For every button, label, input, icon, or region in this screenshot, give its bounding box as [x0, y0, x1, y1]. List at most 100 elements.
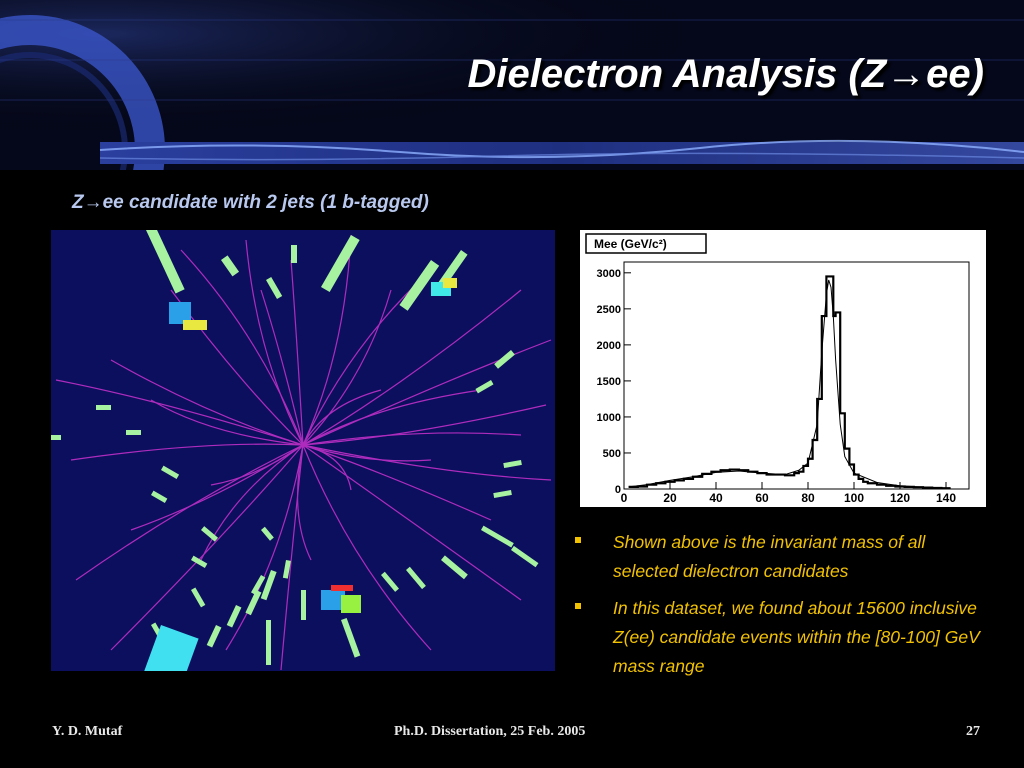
- particle-track: [302, 444, 552, 481]
- note-item: Shown above is the invariant mass of all…: [575, 528, 995, 586]
- histogram-label: Mee (GeV/c²): [594, 237, 667, 251]
- particle-track: [210, 444, 304, 486]
- bullet-icon: [575, 603, 581, 609]
- slide-subtitle: Z→ee candidate with 2 jets (1 b-tagged): [72, 192, 429, 213]
- particle-track: [302, 389, 482, 446]
- particle-track: [302, 432, 522, 446]
- x-tick-label: 20: [663, 491, 677, 505]
- jet-cluster: [321, 590, 345, 610]
- particle-track: [302, 339, 552, 446]
- particle-track: [302, 444, 522, 601]
- calorimeter-tower: [301, 590, 306, 620]
- jet-cluster: [169, 302, 191, 324]
- particle-track: [260, 289, 304, 446]
- calorimeter-tower: [145, 230, 185, 294]
- calorimeter-tower: [126, 430, 141, 435]
- calorimeter-tower: [440, 555, 468, 580]
- calorimeter-tower: [399, 260, 440, 311]
- calorimeter-tower: [282, 560, 291, 579]
- note-item: In this dataset, we found about 15600 in…: [575, 594, 995, 681]
- particle-track: [290, 259, 304, 446]
- y-tick-label: 2000: [597, 340, 621, 352]
- jet-cluster: [443, 278, 457, 288]
- calorimeter-tower: [221, 255, 240, 277]
- y-tick-label: 3000: [597, 268, 621, 280]
- particle-track: [302, 389, 382, 446]
- footer-page-number: 27: [966, 724, 980, 739]
- calorimeter-tower: [151, 490, 168, 503]
- invariant-mass-histogram: Mee (GeV/c²) 0 20 40 60 80 100 120 140 0 500 1000 1…: [580, 230, 986, 507]
- calorimeter-tower: [200, 526, 219, 542]
- jet-cluster: [341, 595, 361, 613]
- calorimeter-tower: [261, 526, 274, 541]
- calorimeter-tower: [226, 605, 242, 628]
- particle-track: [180, 249, 304, 446]
- calorimeter-tower: [511, 545, 539, 568]
- x-tick-label: 140: [936, 491, 956, 505]
- particle-track: [302, 444, 432, 462]
- particle-track: [302, 289, 392, 446]
- calorimeter-tower: [191, 555, 208, 568]
- particle-track: [75, 444, 304, 581]
- particle-track: [150, 399, 304, 446]
- particle-track: [245, 239, 304, 446]
- jet-cluster: [183, 320, 207, 330]
- calorimeter-tower: [245, 590, 262, 616]
- calorimeter-tower: [406, 566, 426, 590]
- slide-title: Dielectron Analysis (Z→ee): [467, 52, 984, 96]
- particle-track: [280, 444, 304, 671]
- calorimeter-tower: [381, 571, 399, 592]
- bullet-notes: Shown above is the invariant mass of all…: [575, 528, 995, 689]
- particle-track: [55, 379, 304, 446]
- calorimeter-tower: [341, 617, 361, 658]
- histogram-series: [628, 275, 951, 490]
- bullet-icon: [575, 537, 581, 543]
- x-tick-label: 80: [801, 491, 815, 505]
- y-tick-label: 1000: [597, 412, 621, 424]
- x-tick-label: 40: [709, 491, 723, 505]
- fit-curve: [628, 279, 951, 489]
- calorimeter-tower: [266, 277, 283, 300]
- x-tick-label: 100: [844, 491, 864, 505]
- footer-author: Y. D. Mutaf: [52, 724, 123, 739]
- calorimeter-tower: [191, 587, 206, 608]
- note-text: In this dataset, we found about 15600 in…: [613, 598, 980, 676]
- y-tick-label: 1500: [597, 376, 621, 388]
- y-tick-label: 2500: [597, 304, 621, 316]
- particle-track: [110, 444, 304, 651]
- particle-track: [302, 404, 547, 446]
- particle-track: [302, 289, 522, 446]
- calorimeter-tower: [161, 465, 180, 479]
- calorimeter-tower: [96, 405, 111, 410]
- particle-track: [70, 443, 304, 461]
- histogram-label-box: [585, 233, 707, 254]
- x-tick-label: 0: [621, 491, 628, 505]
- electron-deposit: [143, 625, 199, 671]
- x-tick-label: 120: [890, 491, 910, 505]
- y-tick-label: 0: [615, 484, 621, 496]
- particle-track: [200, 444, 304, 561]
- particle-track: [302, 444, 352, 491]
- event-display-image: [51, 230, 555, 671]
- calorimeter-tower: [206, 625, 222, 648]
- footer-center: Ph.D. Dissertation, 25 Feb. 2005: [394, 724, 586, 739]
- particle-track: [110, 359, 304, 446]
- histogram-background: [580, 230, 986, 507]
- particle-track: [302, 444, 432, 651]
- calorimeter-tower: [480, 525, 514, 548]
- calorimeter-tower: [251, 575, 266, 595]
- note-text: Shown above is the invariant mass of all…: [613, 532, 926, 581]
- header-banner: [0, 0, 1024, 170]
- plot-frame: [623, 261, 970, 490]
- calorimeter-tower: [475, 380, 494, 394]
- calorimeter-tower: [291, 245, 297, 263]
- calorimeter-tower: [493, 490, 512, 499]
- particle-track: [302, 234, 352, 446]
- calorimeter-tower: [51, 435, 61, 440]
- x-tick-label: 60: [755, 491, 769, 505]
- calorimeter-tower: [266, 620, 271, 665]
- calorimeter-tower: [260, 570, 277, 601]
- calorimeter-tower: [321, 235, 360, 292]
- calorimeter-tower: [503, 460, 522, 469]
- particle-track: [225, 444, 304, 651]
